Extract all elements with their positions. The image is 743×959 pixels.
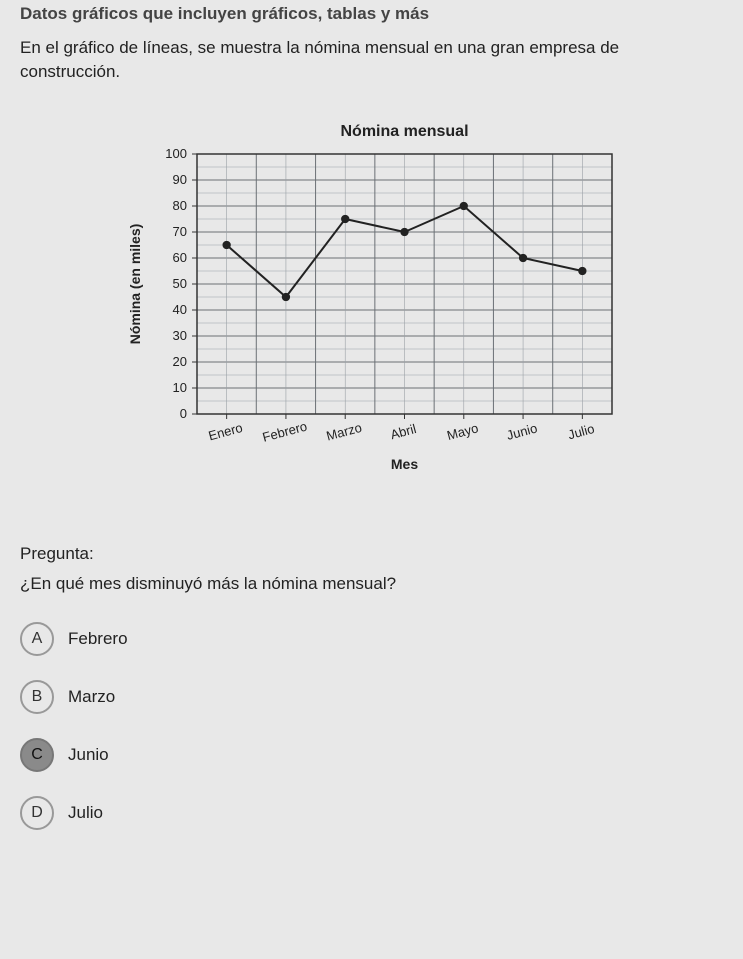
data-marker bbox=[341, 214, 349, 222]
x-axis-label: Mes bbox=[390, 456, 417, 472]
option-a[interactable]: A Febrero bbox=[20, 622, 723, 656]
data-marker bbox=[518, 253, 526, 261]
options-list: A Febrero B Marzo C Junio D Julio bbox=[20, 622, 723, 830]
option-circle[interactable]: D bbox=[20, 796, 54, 830]
x-tick-label: Abril bbox=[388, 421, 417, 442]
option-circle[interactable]: A bbox=[20, 622, 54, 656]
data-marker bbox=[578, 266, 586, 274]
x-tick-label: Enero bbox=[206, 420, 243, 443]
option-label: Febrero bbox=[68, 629, 128, 649]
line-chart: Nómina mensual 0 10 20 30 40 50 60 70 80 90 100 Ener… bbox=[112, 114, 632, 494]
y-axis-label: Nómina (en miles) bbox=[127, 223, 143, 344]
option-d[interactable]: D Julio bbox=[20, 796, 723, 830]
option-label: Julio bbox=[68, 803, 103, 823]
chart-container: Nómina mensual 0 10 20 30 40 50 60 70 80 90 100 Ener… bbox=[20, 114, 723, 494]
option-label: Marzo bbox=[68, 687, 115, 707]
y-tick-label: 90 bbox=[172, 172, 186, 187]
data-marker bbox=[222, 240, 230, 248]
chart-title: Nómina mensual bbox=[340, 123, 468, 140]
option-b[interactable]: B Marzo bbox=[20, 680, 723, 714]
option-circle[interactable]: C bbox=[20, 738, 54, 772]
intro-text: En el gráfico de líneas, se muestra la n… bbox=[20, 36, 723, 84]
y-tick-label: 0 bbox=[179, 406, 186, 421]
question-text: ¿En qué mes disminuyó más la nómina mens… bbox=[20, 574, 723, 594]
data-marker bbox=[459, 201, 467, 209]
x-tick-label: Junio bbox=[504, 420, 538, 443]
page-header-cut: Datos gráficos que incluyen gráficos, ta… bbox=[20, 0, 723, 36]
y-tick-label: 70 bbox=[172, 224, 186, 239]
y-tick-label: 100 bbox=[165, 146, 187, 161]
y-tick-label: 20 bbox=[172, 354, 186, 369]
y-tick-label: 10 bbox=[172, 380, 186, 395]
y-tick-label: 60 bbox=[172, 250, 186, 265]
option-circle[interactable]: B bbox=[20, 680, 54, 714]
y-tick-label: 50 bbox=[172, 276, 186, 291]
question-label: Pregunta: bbox=[20, 544, 723, 564]
x-tick-label: Mayo bbox=[445, 420, 480, 443]
x-tick-label: Julio bbox=[566, 421, 596, 442]
x-tick-label: Marzo bbox=[324, 419, 363, 443]
y-tick-label: 80 bbox=[172, 198, 186, 213]
option-label: Junio bbox=[68, 745, 109, 765]
data-marker bbox=[400, 227, 408, 235]
y-tick-label: 40 bbox=[172, 302, 186, 317]
data-marker bbox=[281, 292, 289, 300]
option-c[interactable]: C Junio bbox=[20, 738, 723, 772]
x-tick-label: Febrero bbox=[260, 418, 308, 444]
y-tick-label: 30 bbox=[172, 328, 186, 343]
